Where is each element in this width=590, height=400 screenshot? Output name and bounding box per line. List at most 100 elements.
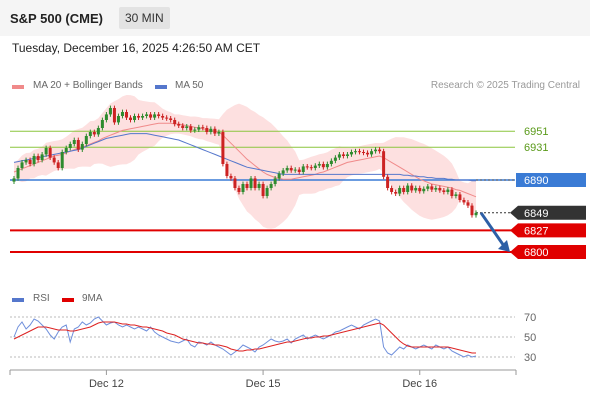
candle-body [205, 128, 209, 132]
candle-body [430, 186, 434, 190]
x-tick-label: Dec 16 [402, 378, 437, 390]
rsi-line [13, 316, 477, 358]
candle-body [362, 152, 366, 153]
candle-body [177, 124, 181, 126]
resistance-label-6951: 6951 [524, 126, 548, 138]
candle-body [386, 176, 390, 188]
ma20-legend-label: MA 20 + Bollinger Bands [33, 80, 143, 91]
candle-body [100, 120, 104, 128]
candle-body [253, 178, 257, 188]
candle-body [293, 169, 297, 171]
rsi-tick-70: 70 [524, 312, 536, 324]
candle-body [442, 190, 446, 192]
ma9-legend-swatch [62, 298, 74, 302]
candle-body [229, 176, 233, 179]
ma50-legend-label: MA 50 [175, 80, 204, 91]
candle-body [285, 168, 289, 171]
candle-body [458, 194, 462, 200]
candle-body [173, 120, 177, 124]
candle-body [68, 144, 72, 148]
candle-body [233, 178, 237, 188]
support-tag-6827 [510, 223, 586, 238]
candle-body [84, 136, 88, 144]
candle-body [321, 164, 325, 168]
candle-body [12, 178, 16, 182]
bollinger-band [14, 95, 476, 229]
candle-body [40, 154, 44, 160]
candle-body [474, 212, 478, 216]
candle-body [454, 194, 458, 196]
candle-body [181, 125, 185, 128]
candle-body [305, 166, 309, 168]
candle-body [161, 116, 165, 118]
rsi-ma9-line [13, 321, 476, 354]
candle-body [92, 132, 96, 135]
candle-body [426, 186, 430, 189]
candle-body [221, 132, 225, 164]
candle-body [261, 184, 265, 196]
candle-body [390, 188, 394, 192]
candle-body [209, 128, 213, 132]
candle-body [201, 127, 205, 129]
candle-body [289, 168, 293, 171]
candle-body [197, 127, 201, 130]
ma20-line [13, 122, 477, 198]
candle-body [450, 189, 454, 196]
candle-body [309, 167, 313, 169]
candle-body [88, 132, 92, 136]
ma9-legend-label: 9MA [82, 293, 103, 304]
candle-body [145, 114, 149, 116]
candle-body [213, 128, 217, 134]
candle-body [446, 189, 450, 192]
candle-body [32, 156, 36, 164]
candle-body [133, 116, 137, 120]
candle-body [341, 154, 345, 156]
candle-body [349, 152, 353, 155]
candle-body [434, 188, 438, 190]
candle-body [277, 173, 281, 179]
candle-body [36, 156, 40, 160]
candle-body [406, 185, 410, 192]
candle-body [281, 170, 285, 174]
candle-body [28, 160, 32, 164]
candle-body [189, 126, 193, 131]
candle-body [410, 185, 414, 191]
candle-body [466, 202, 470, 206]
candle-body [96, 128, 100, 135]
candle-body [120, 112, 124, 116]
candle-body [157, 114, 161, 116]
candle-body [72, 140, 76, 144]
support-tag-6800 [510, 245, 586, 259]
candle-body [185, 126, 189, 128]
candle-body [265, 188, 269, 196]
candle-body [217, 132, 221, 134]
header-bar: S&P 500 (CME) 30 MIN [0, 0, 590, 36]
rsi-legend-label: RSI [33, 293, 50, 304]
rsi-legend-swatch [12, 298, 24, 302]
candle-body [169, 118, 173, 120]
candle-body [241, 184, 245, 192]
candle-body [329, 160, 333, 164]
timestamp: Tuesday, December 16, 2025 4:26:50 AM CE… [12, 41, 261, 55]
candle-body [16, 168, 20, 179]
rsi-tick-50: 50 [524, 332, 536, 344]
candle-body [414, 188, 418, 191]
candle-body [366, 152, 370, 155]
candle-body [325, 164, 329, 168]
candle-body [269, 184, 273, 188]
candle-body [370, 151, 374, 155]
candle-body [422, 188, 426, 192]
timeframe-button[interactable]: 30 MIN [119, 7, 170, 29]
candle-body [374, 149, 378, 152]
candle-body [273, 178, 277, 184]
candle-body [116, 116, 120, 123]
candle-body [245, 184, 249, 188]
candle-body [398, 188, 402, 194]
candle-body [60, 152, 64, 168]
pivot-label: 6890 [524, 175, 548, 187]
candle-body [193, 129, 197, 131]
x-tick-label: Dec 15 [246, 378, 281, 390]
projection-arrowhead [498, 240, 510, 252]
projection-arrow [479, 211, 506, 247]
